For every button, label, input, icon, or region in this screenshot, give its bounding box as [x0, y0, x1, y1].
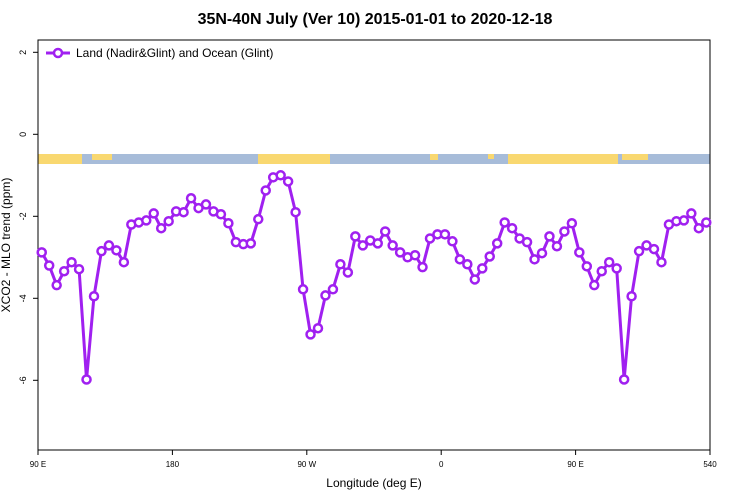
data-point [469, 274, 481, 285]
data-point [417, 261, 428, 273]
y-tick-label: 0 [18, 132, 28, 137]
data-point [96, 245, 107, 257]
legend-label: Land (Nadir&Glint) and Ocean (Glint) [76, 46, 273, 60]
x-axis-label: Longitude (deg E) [326, 476, 421, 490]
x-tick-label: 540 [703, 460, 717, 469]
data-point [394, 247, 406, 258]
data-point [447, 236, 458, 247]
data-point [648, 243, 660, 255]
data-point [633, 245, 645, 257]
data-point [551, 240, 563, 252]
y-axis-label: XCO2 - MLO trend (ppm) [0, 178, 13, 313]
data-point [439, 229, 451, 240]
data-point [350, 231, 361, 242]
data-point [253, 213, 264, 225]
data-point [409, 250, 421, 261]
y-tick-label: -6 [18, 376, 28, 384]
data-point [379, 226, 391, 237]
data-point [693, 222, 705, 234]
data-point [499, 217, 510, 228]
data-point [185, 193, 197, 204]
x-tick-label: 90 E [567, 460, 583, 469]
x-tick-label: 0 [439, 460, 444, 469]
data-point [589, 279, 600, 291]
data-point [484, 251, 495, 262]
data-point [536, 247, 548, 259]
data-point [312, 322, 324, 334]
data-point [327, 284, 339, 295]
plot-frame [37, 39, 711, 451]
data-point [305, 329, 316, 340]
x-tick-label: 180 [166, 460, 180, 469]
data-point [118, 256, 130, 268]
data-point [282, 176, 294, 187]
data-point [260, 185, 271, 196]
data-point [611, 263, 622, 274]
data-point [424, 233, 436, 244]
data-point [58, 265, 70, 277]
data-point [103, 240, 115, 251]
data-point [596, 265, 607, 277]
legend-marker [52, 47, 64, 59]
data-point [701, 217, 712, 228]
data-point [387, 240, 398, 251]
data-point [148, 208, 159, 219]
data-point [529, 254, 540, 265]
data-point [335, 259, 346, 270]
y-tick-label: -4 [18, 294, 28, 302]
data-point [656, 256, 667, 268]
x-tick-label: 90 E [30, 460, 46, 469]
data-point [88, 291, 100, 302]
land-ocean-strip [38, 154, 710, 164]
series-line [40, 173, 708, 380]
chart-title: 35N-40N July (Ver 10) 2015-01-01 to 2020… [198, 11, 553, 28]
data-point [581, 261, 593, 272]
data-point [491, 238, 503, 249]
data-point [81, 374, 92, 385]
data-point [521, 236, 533, 248]
data-point [163, 215, 174, 227]
data-point [51, 279, 62, 291]
data-point [566, 218, 578, 229]
data-point [215, 209, 227, 220]
data-point [155, 222, 167, 234]
data-point [223, 218, 234, 229]
data-point [574, 247, 585, 258]
data-point [506, 222, 518, 234]
data-point [603, 256, 615, 268]
data-point [618, 374, 630, 385]
data-point [73, 263, 85, 275]
data-point [626, 291, 637, 302]
data-point [454, 254, 466, 265]
data-point [290, 206, 301, 218]
data-point [559, 226, 570, 237]
data-point [200, 199, 212, 210]
data-point [686, 208, 697, 219]
data-point [245, 238, 257, 249]
data-point [462, 259, 473, 270]
data-point [66, 256, 77, 268]
data-point [678, 215, 690, 226]
x-tick-label: 90 W [297, 460, 316, 469]
data-point [43, 260, 55, 271]
data-point [297, 284, 309, 295]
data-point [342, 267, 354, 278]
data-point [141, 215, 152, 226]
y-tick-label: 2 [18, 50, 28, 55]
data-point [275, 170, 286, 181]
data-point [111, 245, 122, 256]
data-point [477, 263, 488, 274]
data-point [36, 247, 47, 258]
y-tick-label: -2 [18, 212, 28, 220]
data-point [357, 240, 369, 251]
data-point [178, 206, 189, 218]
data-point [320, 290, 331, 301]
data-point [544, 231, 555, 242]
data-point [372, 238, 383, 249]
